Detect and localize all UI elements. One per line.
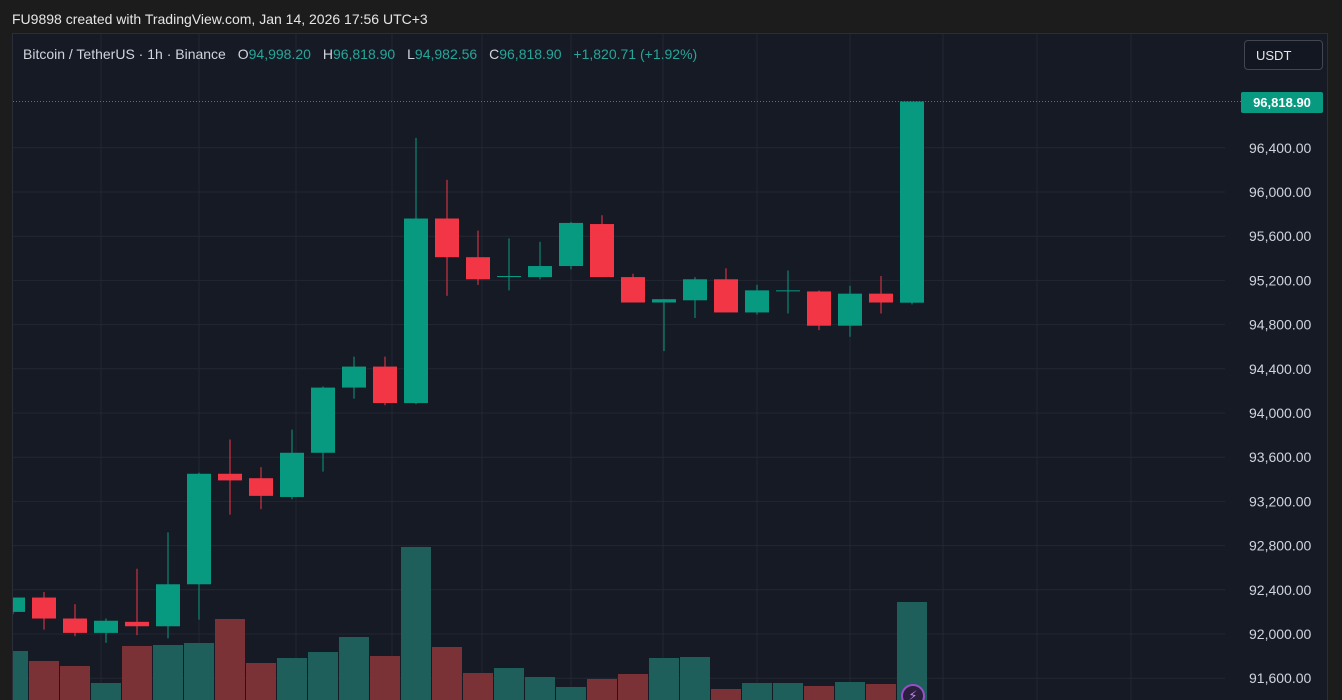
candle-body — [900, 101, 924, 303]
volume-bar — [680, 657, 710, 700]
volume-bar — [184, 643, 214, 700]
y-tick-label: 92,400.00 — [1249, 582, 1311, 598]
candle-body — [32, 597, 56, 619]
candle-body — [466, 257, 490, 280]
y-tick-label: 96,000.00 — [1249, 184, 1311, 200]
candle-body — [156, 584, 180, 627]
y-tick-label: 95,600.00 — [1249, 228, 1311, 244]
volume-bar — [463, 673, 493, 700]
volume-bar — [215, 619, 245, 700]
volume-bar — [866, 684, 896, 700]
change-value: +1,820.71 (+1.92%) — [573, 46, 698, 62]
volume-bar — [804, 686, 834, 700]
candle-body — [590, 224, 614, 278]
symbol-label[interactable]: Bitcoin / TetherUS · 1h · Binance — [23, 46, 226, 62]
high-value: 96,818.90 — [332, 46, 396, 62]
close-value: 96,818.90 — [499, 46, 562, 62]
open-label: O — [237, 46, 249, 62]
last-price-tag: 96,818.90 — [1241, 92, 1323, 113]
volume-bar — [339, 637, 369, 700]
candle-body — [683, 279, 707, 301]
candle-body — [652, 299, 676, 303]
candlestick-chart[interactable]: 91,600.00 92,000.00 92,400.00 92,800.00 93,2… — [13, 34, 1328, 700]
candle-body — [838, 293, 862, 326]
lightning-icon[interactable]: ⚡ — [901, 684, 925, 700]
y-tick-label: 94,800.00 — [1249, 317, 1311, 333]
volume-bar — [60, 666, 90, 700]
close-label: C — [489, 46, 500, 62]
y-tick-label: 94,000.00 — [1249, 405, 1311, 421]
volume-bar — [401, 547, 431, 700]
volume-bar — [277, 658, 307, 700]
chart-caption: FU9898 created with TradingView.com, Jan… — [12, 11, 428, 27]
candle-body — [311, 387, 335, 453]
candle-body — [559, 222, 583, 267]
candle-body — [497, 275, 521, 278]
volume-bar — [711, 689, 741, 700]
volume-bar — [246, 663, 276, 700]
volume-bar — [835, 682, 865, 700]
volume-bar — [29, 661, 59, 700]
volume-bar — [742, 683, 772, 700]
y-tick-label: 92,800.00 — [1249, 538, 1311, 554]
candle-body — [94, 620, 118, 633]
volume-bar — [122, 646, 152, 700]
candle-body — [776, 290, 800, 292]
volume-bar — [618, 674, 648, 700]
candle-body — [13, 597, 25, 612]
volume-bar — [432, 647, 462, 700]
volume-bar — [773, 683, 803, 700]
candle-body — [218, 473, 242, 481]
candle-body — [528, 266, 552, 278]
volume-bar — [91, 683, 121, 700]
candle-body — [869, 293, 893, 303]
candle-body — [404, 218, 428, 404]
y-tick-label: 96,400.00 — [1249, 140, 1311, 156]
low-value: 94,982.56 — [414, 46, 478, 62]
y-tick-label: 94,400.00 — [1249, 361, 1311, 377]
volume-bar — [649, 658, 679, 700]
candle-body — [621, 277, 645, 303]
volume-bar — [494, 668, 524, 700]
candle-body — [125, 621, 149, 627]
volume-bar — [525, 677, 555, 700]
candle-body — [373, 366, 397, 404]
y-tick-label: 95,200.00 — [1249, 272, 1311, 288]
candle-body — [807, 291, 831, 326]
low-label: L — [407, 46, 415, 62]
volume-bar — [13, 651, 28, 700]
candle-body — [249, 478, 273, 496]
currency-button[interactable]: USDT — [1244, 40, 1323, 70]
candle-body — [187, 473, 211, 585]
high-label: H — [322, 46, 333, 62]
ohlc-legend: Bitcoin / TetherUS · 1h · Binance O94,99… — [23, 45, 697, 63]
chart-panel[interactable]: 91,600.00 92,000.00 92,400.00 92,800.00 93,2… — [12, 33, 1328, 700]
candle-body — [63, 618, 87, 633]
y-tick-label: 93,600.00 — [1249, 449, 1311, 465]
candle-body — [745, 290, 769, 313]
y-tick-label: 93,200.00 — [1249, 493, 1311, 509]
open-value: 94,998.20 — [248, 46, 311, 62]
volume-bar — [556, 687, 586, 700]
candle-body — [435, 218, 459, 258]
candle-body — [714, 279, 738, 313]
volume-bar — [370, 656, 400, 700]
volume-bar — [153, 645, 183, 700]
y-tick-label: 91,600.00 — [1249, 670, 1311, 686]
y-tick-label: 92,000.00 — [1249, 626, 1311, 642]
volume-bar — [897, 602, 927, 700]
candle-body — [342, 366, 366, 388]
volume-bar — [587, 679, 617, 700]
volume-bar — [308, 652, 338, 700]
candle-body — [280, 452, 304, 497]
